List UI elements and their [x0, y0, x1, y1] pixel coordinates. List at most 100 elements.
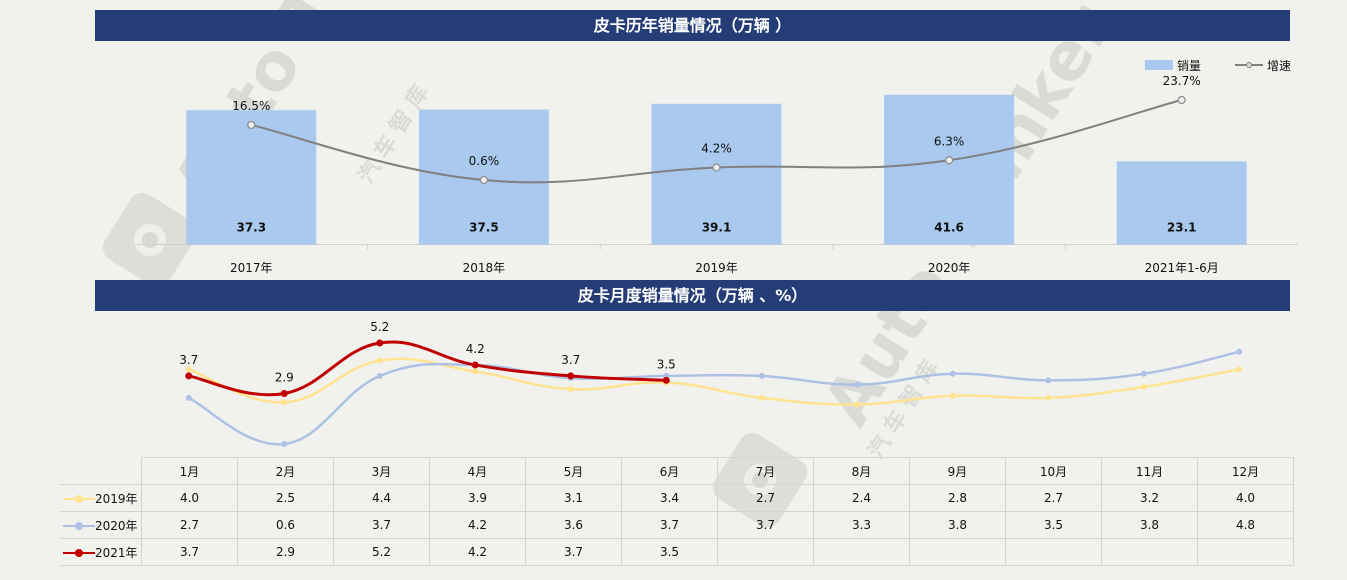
- series-point-2020年: [758, 372, 765, 379]
- table-cell: 2.5: [237, 484, 334, 512]
- bar-value-label: 37.3: [236, 221, 266, 235]
- bar-2017年: [186, 110, 317, 245]
- table-cell: 3.7: [621, 511, 718, 539]
- series-point-2019年: [1045, 394, 1052, 401]
- table-cell: 3.7: [333, 511, 430, 539]
- month-header: 12月: [1197, 457, 1294, 485]
- data-label-2021年: 3.5: [657, 357, 676, 371]
- table-cell: [1005, 538, 1102, 566]
- bar-value-label: 23.1: [1167, 221, 1197, 235]
- legend-bar-label: 销量: [1177, 59, 1201, 73]
- table-cell: 2.4: [813, 484, 910, 512]
- month-header: 7月: [717, 457, 814, 485]
- bar-2021年1-6月: [1116, 161, 1247, 245]
- growth-point: [944, 156, 954, 165]
- month-header: 5月: [525, 457, 622, 485]
- series-name-2021: 2021年: [95, 545, 138, 560]
- table-header-row: 1月 2月 3月 4月 5月 6月 7月 8月 9月 10月 11月 12月: [60, 457, 1294, 485]
- series-point-2019年: [376, 357, 383, 364]
- series-point-2020年: [281, 441, 288, 447]
- bar-value-label: 37.5: [469, 221, 499, 235]
- series-point-2020年: [185, 394, 192, 401]
- monthly-chart-title: 皮卡月度销量情况（万辆 、%）: [95, 280, 1290, 311]
- table-cell: 3.2: [1101, 484, 1198, 512]
- series-line-2019年: [188, 357, 1240, 406]
- growth-label: 23.7%: [1163, 74, 1201, 88]
- x-tick-label: 2021年1-6月: [1145, 261, 1219, 275]
- growth-point: [247, 120, 256, 130]
- growth-point: [479, 175, 488, 185]
- table-cell: [717, 538, 814, 566]
- annual-sales-chart: 销量 增速 37.3 2017年 37.5 2018年 39.1 2019年 41.6 202…: [135, 59, 1298, 275]
- table-row-2020: 2020年 2.7 0.6 3.7 4.2 3.6 3.7 3.7 3.3 3.…: [60, 511, 1294, 539]
- table-cell: 3.6: [525, 511, 622, 539]
- table-cell: 4.2: [429, 538, 526, 566]
- annual-chart-title: 皮卡历年销量情况（万辆 ）: [95, 10, 1290, 41]
- growth-point: [712, 163, 721, 172]
- monthly-data-table: 1月 2月 3月 4月 5月 6月 7月 8月 9月 10月 11月 12月 2…: [60, 457, 1294, 566]
- data-label-2021年: 2.9: [275, 371, 294, 385]
- series-point-2019年: [1140, 383, 1147, 390]
- month-header: 8月: [813, 457, 910, 485]
- bar-2019年: [651, 103, 782, 245]
- table-cell: 3.8: [909, 511, 1006, 539]
- table-cell: 3.8: [1101, 511, 1198, 539]
- series-name-2019: 2019年: [95, 491, 138, 506]
- series-legend-2020: 2020年: [60, 511, 142, 539]
- series-name-2020: 2020年: [95, 518, 138, 533]
- growth-label: 6.3%: [934, 134, 965, 148]
- table-cell: 3.7: [717, 511, 814, 539]
- table-cell: 5.2: [333, 538, 430, 566]
- series-point-2020年: [1236, 348, 1243, 355]
- series-line-2021年: [188, 340, 667, 397]
- growth-label: 0.6%: [469, 154, 500, 168]
- table-cell: 3.1: [525, 484, 622, 512]
- x-tick-label: 2017年: [230, 261, 273, 275]
- month-header: 3月: [333, 457, 430, 485]
- table-cell: 2.8: [909, 484, 1006, 512]
- month-header: 9月: [909, 457, 1006, 485]
- table-cell: [1101, 538, 1198, 566]
- table-cell: [909, 538, 1006, 566]
- series-legend-2021: 2021年: [60, 538, 142, 566]
- series-line-2020年: [188, 350, 1240, 446]
- series-point-2019年: [281, 399, 288, 406]
- table-cell: 2.7: [141, 511, 238, 539]
- series-point-2021年: [376, 339, 384, 347]
- bar-value-label: 39.1: [702, 221, 732, 235]
- table-row-2021: 2021年 3.7 2.9 5.2 4.2 3.7 3.5: [60, 538, 1294, 566]
- series-point-2020年: [1140, 370, 1147, 377]
- series-point-2019年: [854, 401, 861, 408]
- data-label-2021年: 5.2: [370, 320, 389, 334]
- annual-legend: 销量 增速: [1145, 59, 1291, 73]
- series-point-2021年: [567, 372, 575, 380]
- legend-swatch-2021: [63, 548, 95, 558]
- table-cell: 3.5: [621, 538, 718, 566]
- x-tick-label: 2019年: [695, 261, 738, 275]
- series-point-2021年: [185, 372, 193, 380]
- series-point-2019年: [185, 366, 192, 373]
- table-cell: 4.4: [333, 484, 430, 512]
- series-point-2020年: [949, 370, 956, 377]
- bar-value-label: 41.6: [934, 221, 964, 235]
- table-cell: 0.6: [237, 511, 334, 539]
- table-corner: [60, 458, 142, 485]
- series-point-2021年: [662, 376, 670, 384]
- series-point-2020年: [1045, 377, 1052, 384]
- month-header: 10月: [1005, 457, 1102, 485]
- growth-label: 16.5%: [232, 99, 270, 113]
- series-point-2019年: [758, 394, 765, 401]
- legend-swatch-2019: [63, 494, 95, 504]
- table-cell: 3.7: [525, 538, 622, 566]
- series-legend-2019: 2019年: [60, 484, 142, 512]
- table-cell: 3.9: [429, 484, 526, 512]
- table-cell: 2.7: [717, 484, 814, 512]
- legend-line-marker: [1246, 62, 1252, 68]
- table-cell: 3.5: [1005, 511, 1102, 539]
- table-row-2019: 2019年 4.0 2.5 4.4 3.9 3.1 3.4 2.7 2.4 2.…: [60, 484, 1294, 512]
- table-cell: 4.0: [1197, 484, 1294, 512]
- data-label-2021年: 4.2: [466, 342, 485, 356]
- bar-2020年: [884, 94, 1015, 245]
- legend-swatch-2020: [63, 521, 95, 531]
